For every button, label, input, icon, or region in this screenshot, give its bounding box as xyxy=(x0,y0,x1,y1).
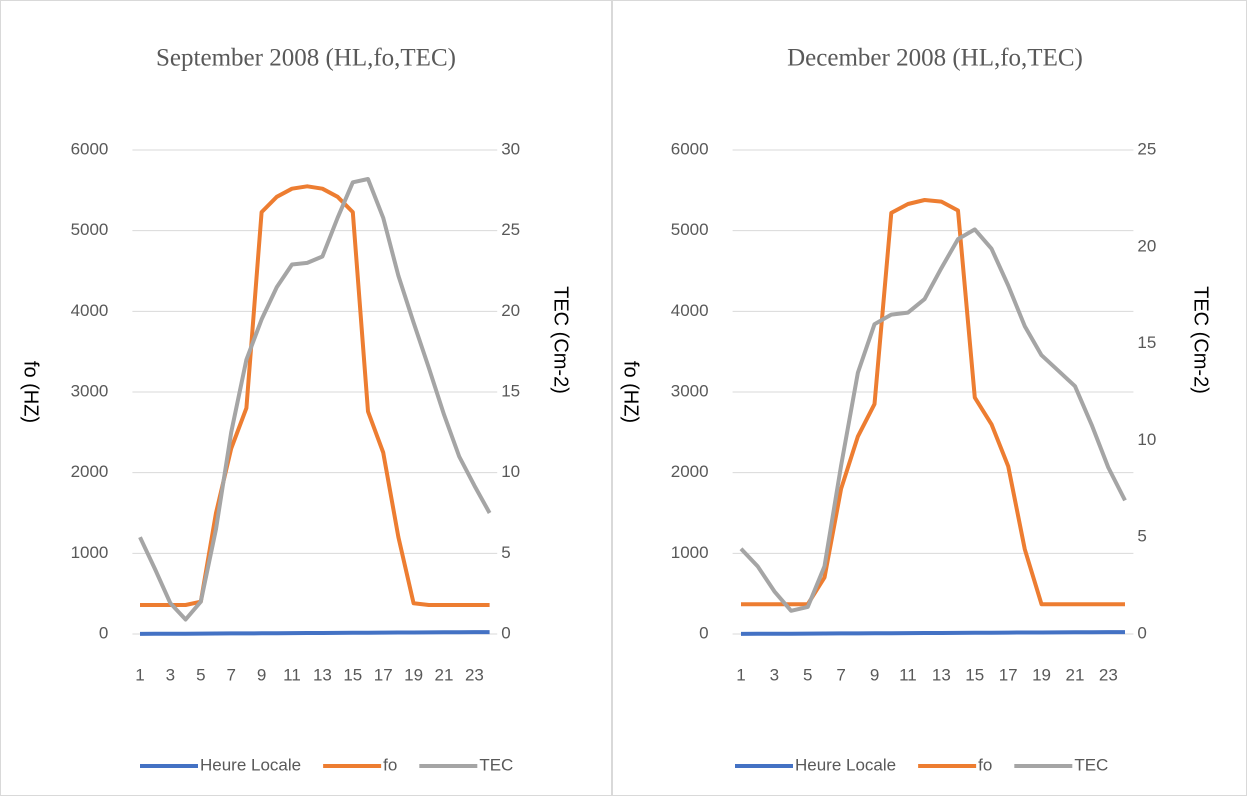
y-axis-title: fo (HZ) xyxy=(620,361,642,423)
x-tick-label: 9 xyxy=(257,665,266,684)
x-tick-label: 19 xyxy=(404,665,423,684)
y2-tick-label: 30 xyxy=(501,139,520,158)
y-axis-title: fo (HZ) xyxy=(20,361,42,423)
x-tick-label: 17 xyxy=(999,665,1018,684)
legend-label: fo xyxy=(383,755,397,774)
y-tick-label: 3000 xyxy=(671,381,709,400)
y-tick-label: 1000 xyxy=(71,543,109,562)
y2-tick-label: 0 xyxy=(501,623,510,642)
x-tick-label: 13 xyxy=(932,665,951,684)
y-tick-label: 4000 xyxy=(71,301,109,320)
x-tick-label: 17 xyxy=(374,665,393,684)
legend-label: fo xyxy=(978,755,992,774)
y2-tick-label: 25 xyxy=(501,220,520,239)
y2-tick-label: 15 xyxy=(501,381,520,400)
x-tick-label: 7 xyxy=(226,665,235,684)
x-tick-label: 23 xyxy=(1099,665,1118,684)
y-tick-label: 5000 xyxy=(71,220,109,239)
x-tick-label: 1 xyxy=(135,665,144,684)
y-tick-label: 3000 xyxy=(71,381,109,400)
x-tick-label: 11 xyxy=(283,665,301,684)
x-tick-label: 5 xyxy=(196,665,205,684)
x-tick-label: 15 xyxy=(965,665,984,684)
y2-tick-label: 15 xyxy=(1137,333,1156,352)
x-tick-label: 11 xyxy=(899,665,917,684)
y-tick-label: 2000 xyxy=(71,462,109,481)
legend-label: Heure Locale xyxy=(200,755,301,774)
x-tick-label: 3 xyxy=(166,665,175,684)
y-tick-label: 5000 xyxy=(671,220,709,239)
legend-label: Heure Locale xyxy=(795,755,896,774)
x-tick-label: 9 xyxy=(870,665,879,684)
x-tick-label: 5 xyxy=(803,665,812,684)
x-tick-label: 19 xyxy=(1032,665,1051,684)
series-line xyxy=(741,198,1125,607)
chart-title: September 2008 (HL,fo,TEC) xyxy=(156,45,456,72)
x-tick-label: 15 xyxy=(343,665,362,684)
y2-tick-label: 5 xyxy=(1137,527,1146,546)
y-tick-label: 1000 xyxy=(671,543,709,562)
y2-axis-title: TEC (Cm-2) xyxy=(550,286,572,394)
series-line xyxy=(138,177,492,622)
series-line xyxy=(139,630,490,636)
y-tick-label: 2000 xyxy=(671,462,709,481)
x-tick-label: 3 xyxy=(770,665,779,684)
y-tick-label: 4000 xyxy=(671,301,709,320)
chart-title: December 2008 (HL,fo,TEC) xyxy=(787,45,1083,72)
series-line xyxy=(740,630,1125,636)
y2-axis-title: TEC (Cm-2) xyxy=(1190,286,1212,394)
x-tick-label: 21 xyxy=(435,665,454,684)
y2-tick-label: 0 xyxy=(1137,623,1146,642)
y2-tick-label: 10 xyxy=(501,462,520,481)
y-tick-label: 6000 xyxy=(671,139,709,158)
y2-tick-label: 20 xyxy=(1137,236,1156,255)
x-tick-label: 13 xyxy=(313,665,332,684)
series-line xyxy=(739,227,1127,613)
y2-tick-label: 25 xyxy=(1137,139,1156,158)
x-tick-label: 23 xyxy=(465,665,484,684)
x-tick-label: 7 xyxy=(836,665,845,684)
y2-tick-label: 20 xyxy=(501,301,520,320)
x-tick-label: 21 xyxy=(1065,665,1084,684)
legend-label: TEC xyxy=(479,755,513,774)
y-tick-label: 6000 xyxy=(71,139,109,158)
x-tick-label: 1 xyxy=(736,665,745,684)
y2-tick-label: 5 xyxy=(501,543,510,562)
y-tick-label: 0 xyxy=(99,623,108,642)
y-tick-label: 0 xyxy=(699,623,708,642)
legend-label: TEC xyxy=(1074,755,1108,774)
y2-tick-label: 10 xyxy=(1137,430,1156,449)
